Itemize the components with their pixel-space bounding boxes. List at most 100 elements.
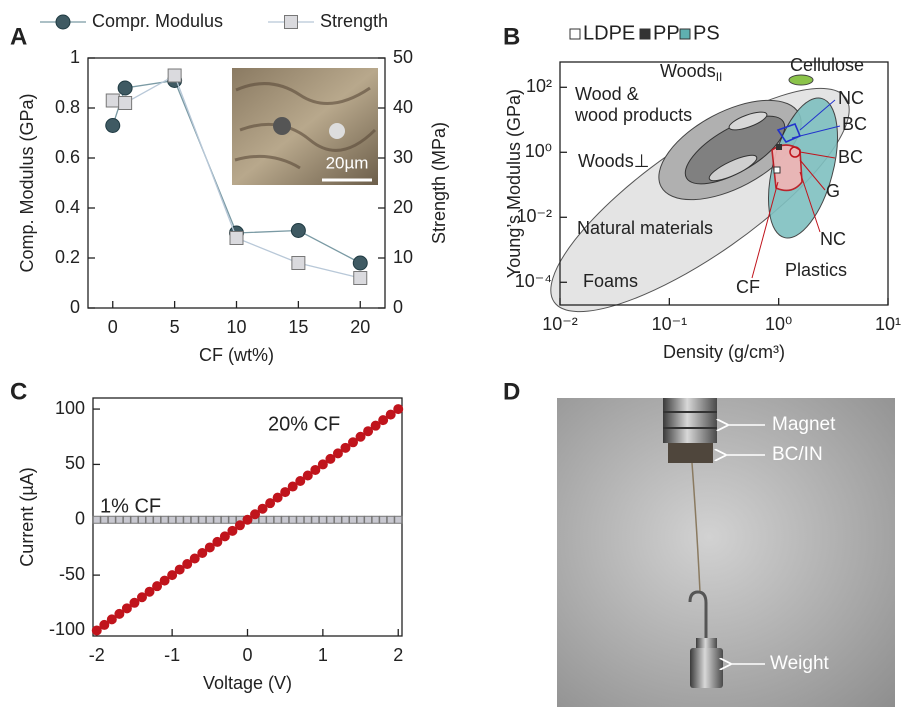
annotation: BC <box>842 114 867 134</box>
point <box>130 515 139 524</box>
point <box>144 586 155 597</box>
inset-image: 20µm <box>232 68 378 185</box>
scale-label: 20µm <box>326 153 369 172</box>
point <box>394 515 403 524</box>
x-axis-label: CF (wt%) <box>199 345 274 365</box>
point <box>114 608 125 619</box>
point <box>310 464 321 475</box>
annotation: wood products <box>574 105 692 125</box>
point <box>118 96 133 110</box>
x-tick-label: 10⁻² <box>542 314 578 334</box>
point <box>341 515 350 524</box>
legend-label: PP <box>653 22 680 44</box>
point <box>371 515 380 524</box>
x-tick-label: 10¹ <box>875 314 901 334</box>
point <box>227 525 238 536</box>
point <box>153 515 162 524</box>
y-axis-label: Young’s Modulus (GPa) <box>504 89 524 278</box>
photo-label: Weight <box>770 653 830 674</box>
point <box>325 453 336 464</box>
annotation-text: Foams <box>583 271 638 291</box>
point <box>167 570 178 581</box>
point <box>363 426 374 437</box>
point <box>340 442 351 453</box>
panel-letter: D <box>503 378 520 405</box>
x-tick-label: 5 <box>170 317 180 337</box>
annotation-text: G <box>826 181 840 201</box>
annotation: Wood & <box>575 84 639 104</box>
annotation: Woods⊥ <box>578 151 649 171</box>
point <box>190 515 199 524</box>
y-tick-label: 10² <box>526 76 552 96</box>
x-axis-label: Voltage (V) <box>203 673 292 693</box>
point <box>182 559 193 570</box>
annotation: WoodsII <box>660 61 722 84</box>
x-tick-label: 10⁻¹ <box>652 314 688 334</box>
y2-axis-label: Strength (MPa) <box>429 122 449 244</box>
point <box>121 603 132 614</box>
legend-marker <box>55 14 71 30</box>
x-tick-label: 10 <box>226 317 246 337</box>
y-tick-label: 0 <box>70 297 80 317</box>
point <box>117 80 133 96</box>
point <box>228 515 237 524</box>
point <box>348 437 359 448</box>
point <box>317 459 328 470</box>
x-tick-label: 1 <box>318 645 328 665</box>
annotation-text: Woods <box>660 61 716 81</box>
point <box>393 404 404 415</box>
point <box>349 515 358 524</box>
point <box>229 231 244 245</box>
point <box>386 515 395 524</box>
point <box>213 515 222 524</box>
y-tick-label: 100 <box>55 398 85 418</box>
point <box>220 515 229 524</box>
annotation: Cellulose <box>790 55 864 75</box>
point <box>355 431 366 442</box>
y-tick-label: 50 <box>65 453 85 473</box>
panel-letter: B <box>503 23 520 50</box>
plot-frame <box>559 61 889 306</box>
y-tick-label: 0.6 <box>55 147 80 167</box>
y-tick-label: 10⁻⁴ <box>515 271 552 291</box>
point <box>302 470 313 481</box>
legend-marker <box>284 15 298 29</box>
point <box>189 553 200 564</box>
point <box>291 256 306 270</box>
point <box>280 487 291 498</box>
point <box>250 509 261 520</box>
y-tick-label: 0.2 <box>55 247 80 267</box>
annotation: Natural materials <box>577 218 713 238</box>
point <box>333 515 342 524</box>
annotation-text: Wood & <box>575 84 639 104</box>
point <box>174 564 185 575</box>
point <box>288 515 297 524</box>
annotation-text: NC <box>838 88 864 108</box>
y-tick-label: 0.8 <box>55 97 80 117</box>
x-tick-label: 0 <box>242 645 252 665</box>
point <box>370 420 381 431</box>
legend-label: Strength <box>320 11 388 31</box>
legend-label: LDPE <box>583 22 635 44</box>
annotation-text: Woods⊥ <box>578 151 649 171</box>
y-axis-label: Comp. Modulus (GPa) <box>17 93 37 272</box>
annotation: NC <box>820 229 846 249</box>
x-tick-label: 15 <box>288 317 308 337</box>
point <box>122 515 131 524</box>
point <box>281 515 290 524</box>
legend-swatch <box>679 28 691 40</box>
point <box>107 515 116 524</box>
annotation: G <box>826 181 840 201</box>
y2-tick-label: 10 <box>393 247 413 267</box>
legend-label: PS <box>693 22 720 44</box>
point <box>364 515 373 524</box>
annotation: NC <box>838 88 864 108</box>
annotation-text: BC <box>842 114 867 134</box>
y-tick-label: -50 <box>59 564 85 584</box>
point <box>353 271 368 285</box>
point <box>265 498 276 509</box>
series-label: 1% CF <box>100 495 161 517</box>
panel-letter: C <box>10 378 27 405</box>
